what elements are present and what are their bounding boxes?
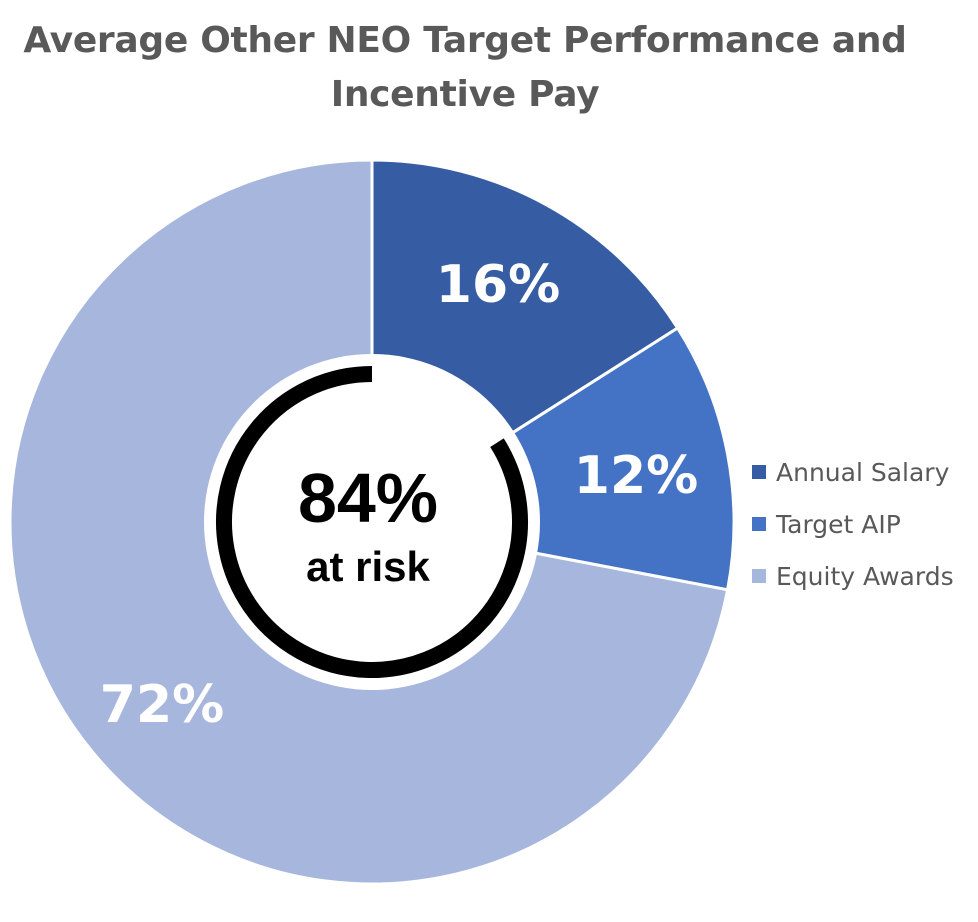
legend-label: Target AIP	[776, 509, 901, 539]
at-risk-ring	[216, 366, 528, 678]
center-caption: at risk	[306, 543, 430, 590]
legend-swatch	[752, 465, 766, 479]
center-value: 84%	[298, 459, 438, 537]
data-label-target-aip: 12%	[574, 446, 698, 506]
legend-item-target-aip: Target AIP	[752, 498, 954, 550]
legend-label: Equity Awards	[776, 561, 954, 591]
legend-item-equity-awards: Equity Awards	[752, 550, 954, 602]
legend-item-annual-salary: Annual Salary	[752, 446, 954, 498]
legend: Annual Salary Target AIP Equity Awards	[752, 446, 954, 602]
slice-labels: 16% 12% 72%	[100, 255, 698, 735]
legend-swatch	[752, 569, 766, 583]
chart-title-line-1: Average Other NEO Target Performance and	[23, 20, 907, 61]
data-label-annual-salary: 16%	[436, 255, 560, 315]
donut-hole	[204, 354, 540, 690]
legend-swatch	[752, 517, 766, 531]
chart-title-line-2: Incentive Pay	[330, 74, 600, 115]
chart-title: Average Other NEO Target Performance and…	[0, 14, 930, 122]
legend-label: Annual Salary	[776, 457, 950, 487]
data-label-equity-awards: 72%	[100, 675, 224, 735]
